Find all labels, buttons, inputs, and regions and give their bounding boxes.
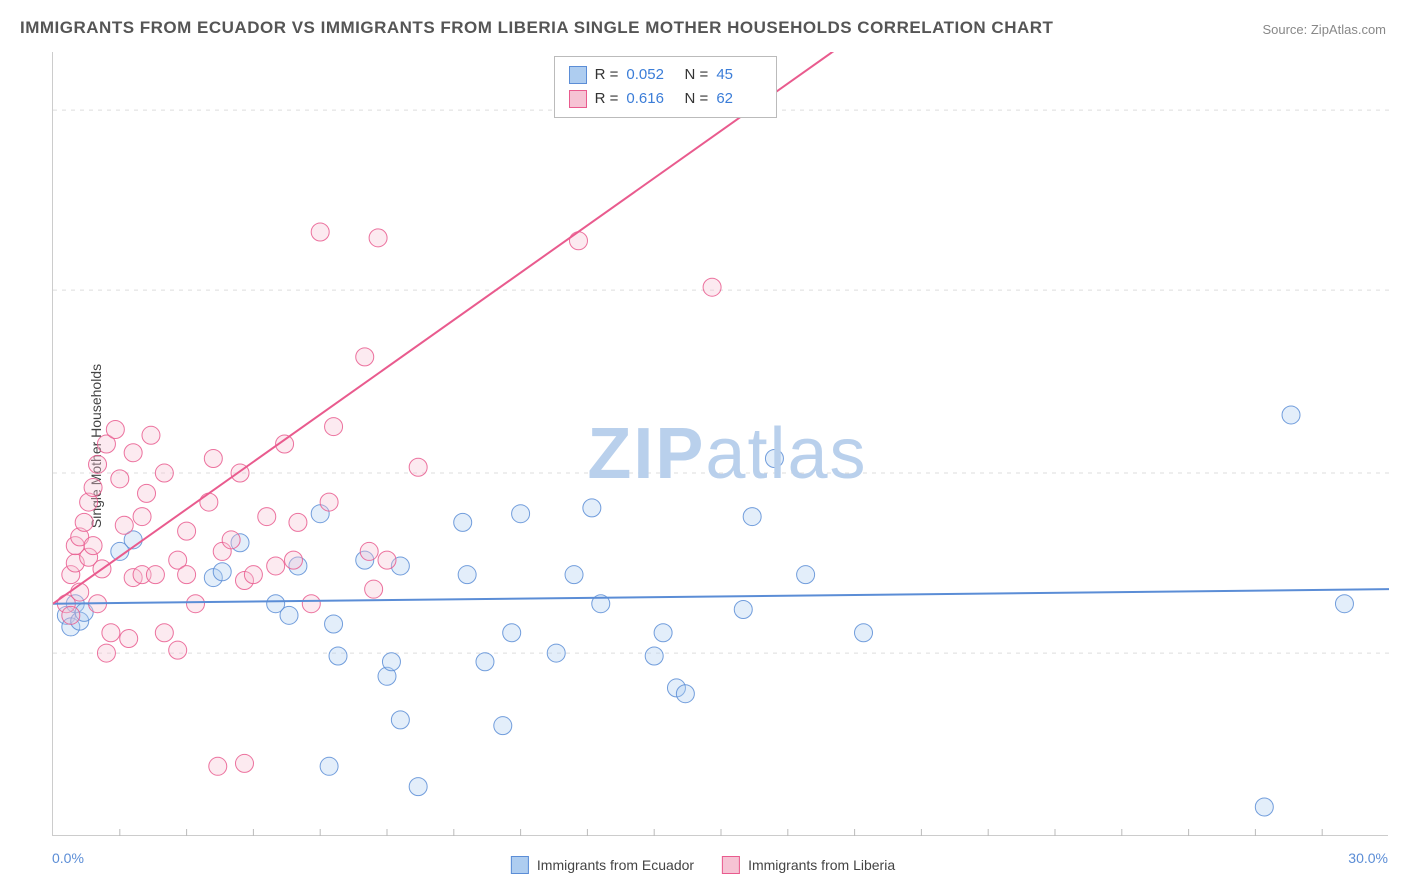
stats-r-label: R = [595,87,619,111]
y-tick-label: 12.5% [1394,465,1406,481]
y-tick-label: 6.3% [1394,645,1406,661]
x-max-label: 30.0% [1348,850,1388,866]
stats-n-value: 45 [716,63,762,87]
chart-container: IMMIGRANTS FROM ECUADOR VS IMMIGRANTS FR… [0,0,1406,892]
plot-area: ZIPatlas R =0.052 N =45R =0.616 N =62 6.… [52,52,1388,836]
source-label: Source: ZipAtlas.com [1262,22,1386,37]
stats-row: R = 0.616 N = 62 [569,87,763,111]
stats-r-value: 0.616 [626,87,672,111]
stats-legend-box: R = 0.052 N = 45 R = 0.616 N = 62 [554,56,778,118]
x-min-label: 0.0% [52,850,84,866]
y-tick-label: 25.0% [1394,102,1406,118]
legend-swatch [511,856,529,874]
y-tick-label: 18.8% [1394,282,1406,298]
legend-item: Immigrants from Ecuador [511,856,694,874]
stats-row: R = 0.052 N = 45 [569,63,763,87]
legend-label: Immigrants from Liberia [748,857,895,873]
chart-title: IMMIGRANTS FROM ECUADOR VS IMMIGRANTS FR… [20,18,1053,38]
bottom-legend: Immigrants from Ecuador Immigrants from L… [511,856,895,874]
plot-svg [53,52,1389,836]
legend-swatch [569,66,587,84]
stats-r-label: R = [595,63,619,87]
legend-label: Immigrants from Ecuador [537,857,694,873]
legend-swatch [569,90,587,108]
legend-item: Immigrants from Liberia [722,856,895,874]
stats-n-label: N = [680,87,708,111]
legend-swatch [722,856,740,874]
stats-n-label: N = [680,63,708,87]
stats-n-value: 62 [716,87,762,111]
stats-r-value: 0.052 [626,63,672,87]
